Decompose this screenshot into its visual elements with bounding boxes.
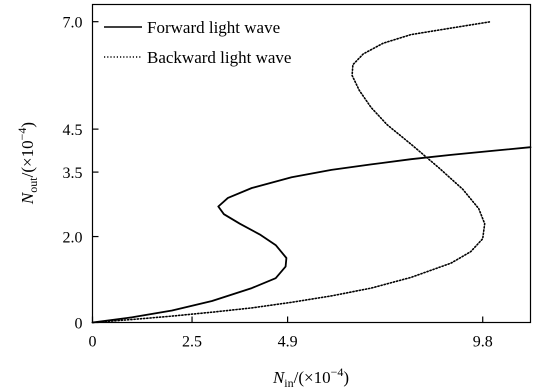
y-axis-exponent: −4 [15, 128, 29, 141]
legend: Forward light wave Backward light wave [104, 18, 291, 67]
x-tick-label: 0 [89, 334, 97, 351]
plot-frame [91, 3, 532, 324]
y-axis-symbol: N [18, 191, 37, 205]
y-axis-unit: /(×10 [18, 140, 37, 177]
y-axis-unit-close: ) [18, 122, 37, 128]
x-tick-label: 9.8 [473, 334, 493, 351]
series-backward-light-wave [91, 20, 492, 324]
x-axis-unit-close: ) [343, 368, 349, 387]
legend-label-forward: Forward light wave [147, 18, 280, 37]
y-tick-label: 7.0 [63, 15, 83, 32]
series-layer [91, 20, 532, 324]
x-tick-label: 2.5 [182, 334, 202, 351]
y-axis-label: Nout/(×10−4) [15, 122, 40, 205]
x-axis-subscript: in [284, 376, 293, 390]
y-tick-label: 0 [75, 316, 83, 333]
y-tick-label: 2.0 [63, 230, 83, 247]
y-tick-label: 4.5 [63, 122, 83, 139]
y-tick-label: 3.5 [63, 165, 83, 182]
x-axis-symbol: N [272, 368, 286, 387]
x-axis-exponent: −4 [331, 365, 344, 379]
x-axis-label: Nin/(×10−4) [272, 365, 349, 390]
series-forward-light-wave [91, 146, 532, 324]
legend-label-backward: Backward light wave [147, 48, 291, 67]
x-axis-unit: /(×10 [294, 368, 331, 387]
y-axis-subscript: out [26, 177, 40, 193]
x-tick-label: 4.9 [278, 334, 298, 351]
axis-ticks: 0 2.5 4.9 9.8 0 2.0 3.5 4.5 7.0 [63, 15, 493, 351]
